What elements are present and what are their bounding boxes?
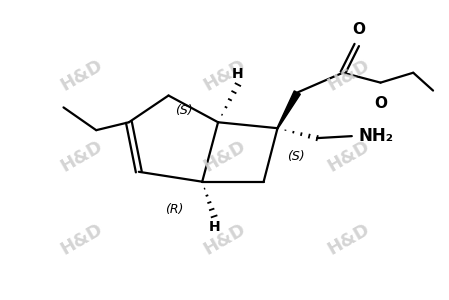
Text: H&D: H&D (325, 220, 374, 258)
Text: H&D: H&D (200, 137, 249, 175)
Text: O: O (374, 95, 387, 110)
Text: (R): (R) (165, 203, 184, 216)
Text: H&D: H&D (58, 137, 106, 175)
Text: H&D: H&D (325, 137, 374, 175)
Text: H&D: H&D (58, 56, 106, 95)
Text: NH₂: NH₂ (359, 127, 394, 145)
Polygon shape (277, 91, 300, 128)
Text: H&D: H&D (58, 220, 106, 258)
Text: H&D: H&D (200, 220, 249, 258)
Text: (S): (S) (175, 104, 192, 117)
Text: H: H (232, 67, 244, 81)
Text: H&D: H&D (200, 56, 249, 95)
Text: O: O (352, 22, 365, 37)
Text: (S): (S) (287, 150, 305, 163)
Text: H&D: H&D (325, 56, 374, 95)
Text: H: H (208, 220, 220, 234)
